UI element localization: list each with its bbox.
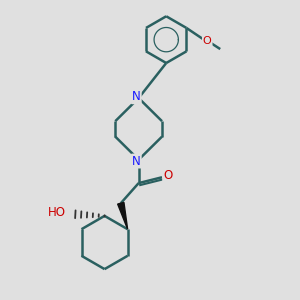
Text: N: N [132, 154, 141, 167]
Text: O: O [203, 36, 212, 46]
Text: HO: HO [48, 206, 66, 219]
Text: N: N [132, 90, 141, 103]
Polygon shape [118, 202, 128, 229]
Text: O: O [163, 169, 172, 182]
